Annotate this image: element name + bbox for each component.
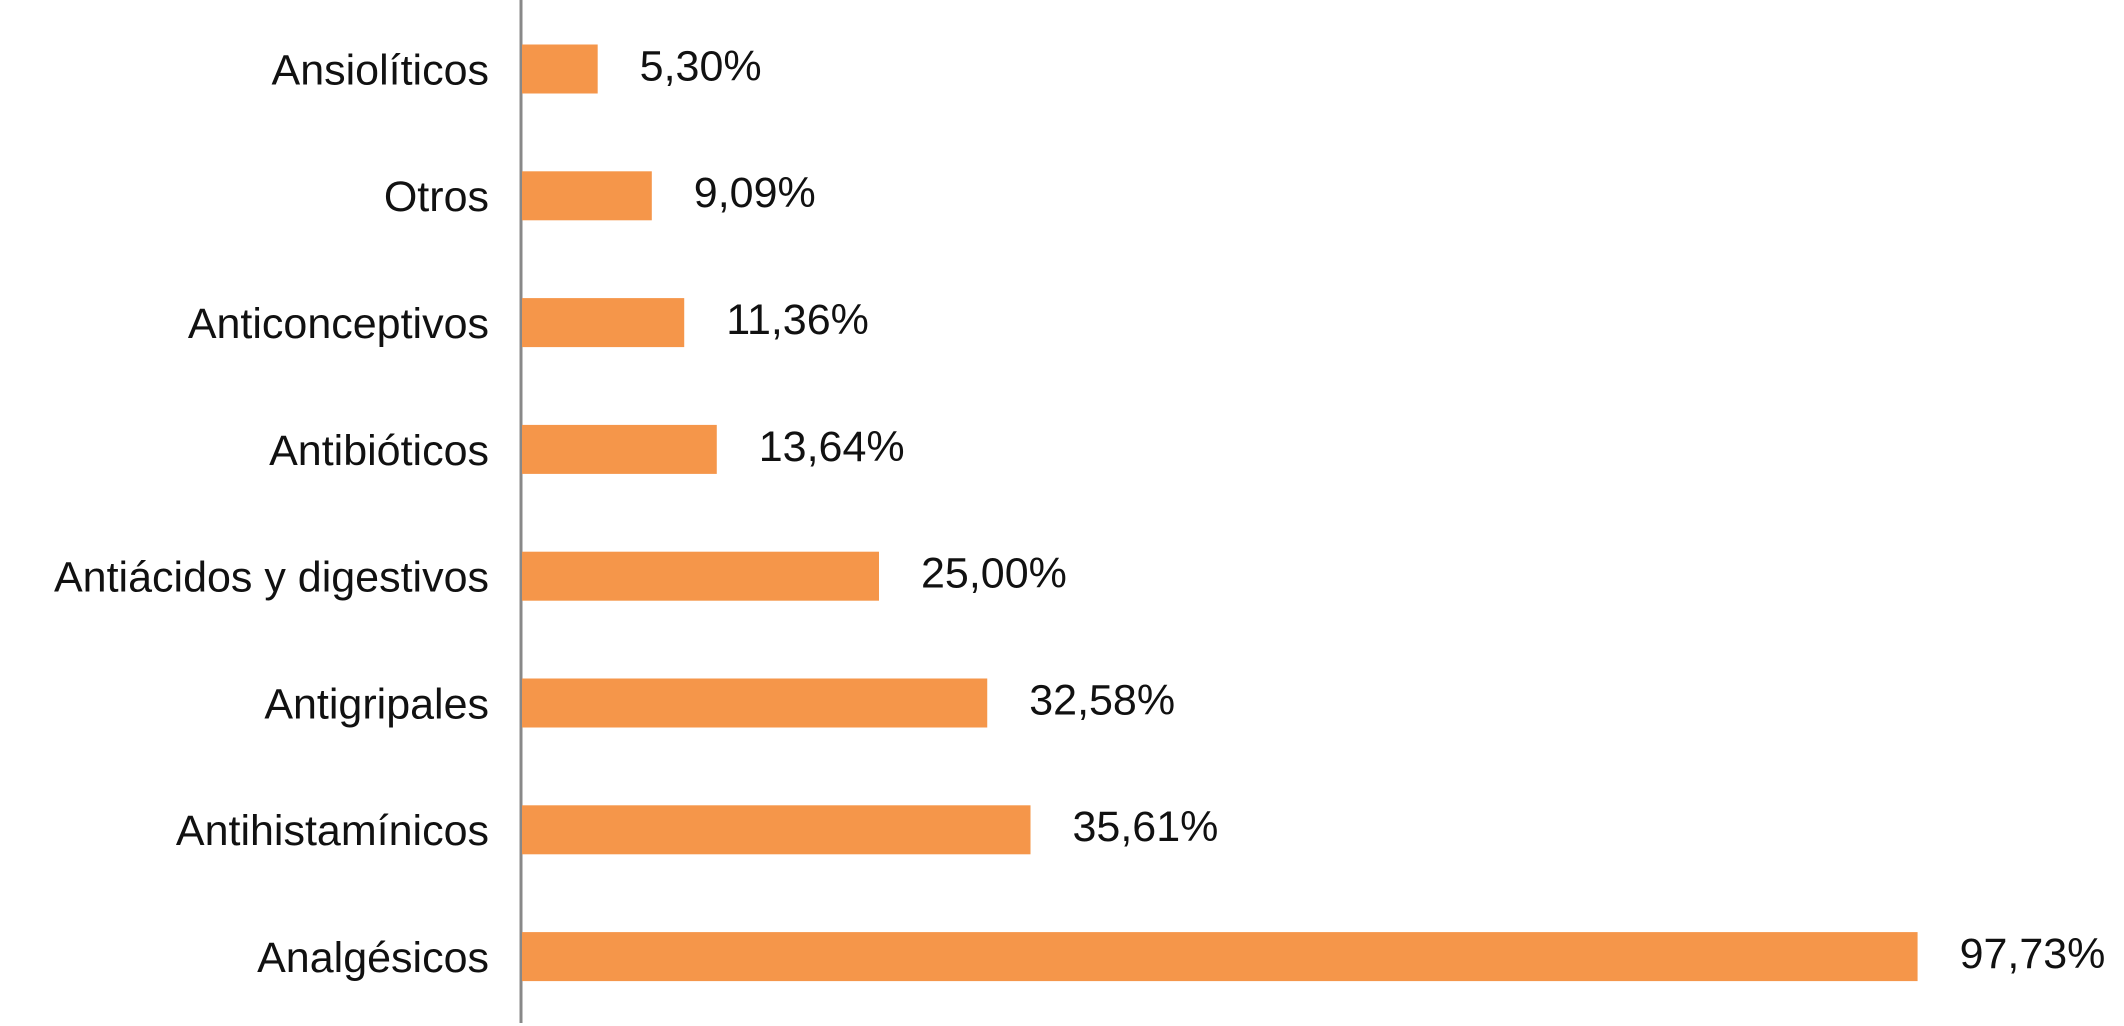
value-label: 5,30% <box>640 42 762 90</box>
value-label: 97,73% <box>1960 930 2106 978</box>
value-label: 35,61% <box>1073 803 1219 851</box>
value-label: 11,36% <box>726 296 869 344</box>
value-label: 13,64% <box>759 423 905 471</box>
bar <box>522 171 652 221</box>
bar <box>522 551 879 601</box>
category-label: Antiácidos y digestivos <box>54 554 489 602</box>
bar <box>522 44 598 94</box>
value-label: 9,09% <box>694 169 816 217</box>
category-label: Antihistamínicos <box>176 807 489 855</box>
value-label: 25,00% <box>921 550 1067 598</box>
bar <box>522 678 988 728</box>
category-label: Antibióticos <box>269 427 489 475</box>
category-label: Anticonceptivos <box>188 300 489 348</box>
bar <box>522 805 1031 855</box>
bar <box>522 932 1918 982</box>
category-label: Antigripales <box>264 680 489 728</box>
bar <box>522 298 685 348</box>
bar <box>522 424 717 474</box>
category-label: Ansiolíticos <box>272 46 489 94</box>
category-label: Analgésicos <box>257 934 489 982</box>
value-label: 32,58% <box>1029 676 1175 724</box>
category-label: Otros <box>384 173 489 221</box>
